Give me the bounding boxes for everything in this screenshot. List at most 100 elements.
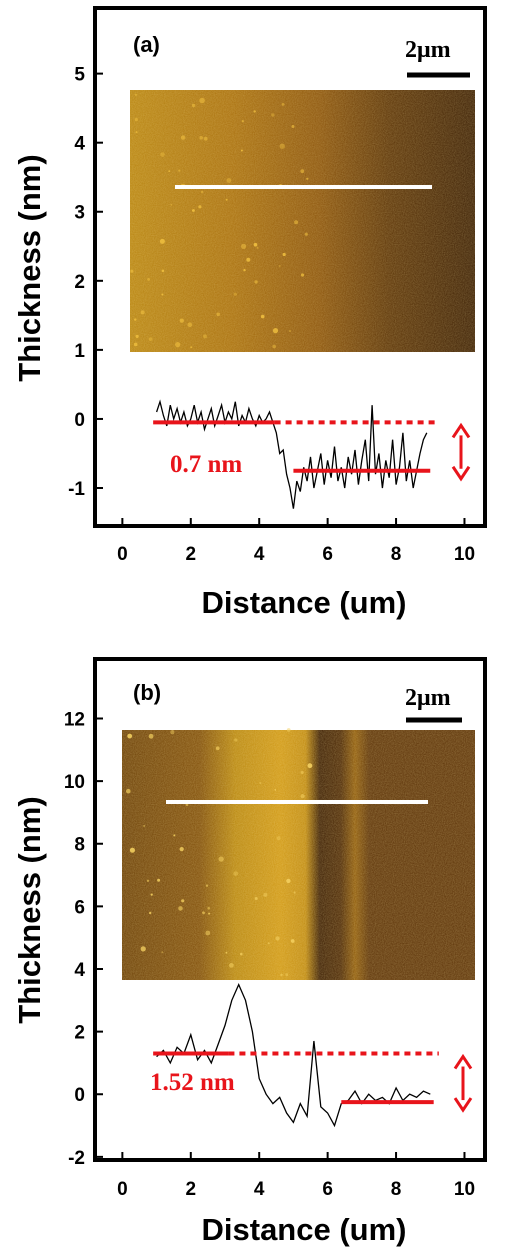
afm-image-a [130,90,475,352]
afm-grain [127,733,133,739]
afm-grain [161,269,165,273]
y-tick-label: 5 [74,65,85,86]
afm-grain [274,789,277,791]
panel-label-b: (b) [133,680,161,705]
afm-grain [300,169,305,174]
afm-grain [126,788,131,794]
afm-grain [229,963,234,968]
afm-grain [129,847,135,853]
afm-grain [256,246,259,249]
afm-grain [246,257,251,262]
afm-grain [281,102,285,106]
x-tick-label: 10 [454,1179,475,1200]
afm-grain [205,930,211,936]
y-tick-label: 0 [74,410,85,431]
afm-grain [293,891,296,894]
afm-grain [175,342,181,348]
panel-b: (b) 2μm -2 0 2 4 6 8 10 12 0 2 4 6 8 10 1.52 nm Dist… [12,657,487,1247]
afm-grain [207,906,210,910]
afm-grain [160,152,165,157]
afm-grain [294,220,299,225]
x-tick-label: 6 [322,544,333,565]
afm-grain [203,334,207,339]
afm-grain [271,113,275,117]
afm-grain [290,939,295,943]
afm-grain [161,951,164,954]
x-ticks-a: 0 2 4 6 8 10 [117,518,475,565]
afm-grain [275,936,280,941]
afm-grain [135,334,139,338]
x-axis-label-b: Distance (um) [202,1212,407,1247]
plot-frame-b [93,657,487,1162]
afm-grain [134,93,137,96]
afm-grain [148,733,154,739]
afm-grain [168,170,171,173]
afm-grain [191,103,196,108]
afm-grain [279,143,285,149]
afm-grain [143,824,146,828]
afm-grain [178,906,183,911]
arrow-head-down [451,465,471,482]
afm-grain [180,135,186,140]
afm-grain [291,125,295,128]
x-axis-label-a: Distance (um) [202,585,407,620]
afm-grain [187,322,193,328]
x-tick-label: 6 [322,1179,333,1200]
afm-grain [161,293,164,296]
x-tick-label: 0 [117,544,128,565]
afm-grain [134,318,137,321]
afm-grain [205,884,209,887]
afm-grain [200,190,204,194]
afm-grain [300,771,304,774]
afm-grain [181,899,185,903]
y-axis-label-b: Thickness (nm) [12,796,47,1023]
afm-grain [254,280,258,284]
afm-grain [133,342,138,347]
afm-grain [285,973,289,977]
afm-grain [241,243,247,249]
afm-grain [307,763,313,769]
afm-image-b [122,728,475,980]
afm-grain [282,252,286,257]
step-markers-b [153,1051,473,1113]
scale-bar-label-a: 2μm [405,37,451,63]
step-markers-a [153,420,471,482]
afm-grain [241,120,244,123]
afm-grain [135,131,138,134]
afm-grain [300,794,305,799]
y-ticks-a: -1 0 1 2 3 4 5 [68,65,103,500]
y-tick-label: 6 [74,897,85,918]
y-tick-label: 2 [74,272,85,293]
afm-grain [254,897,258,900]
afm-grain [272,328,279,334]
afm-grain [150,893,153,896]
plot-frame-a [93,6,487,528]
x-tick-label: 2 [186,544,197,565]
afm-grain [253,110,256,113]
afm-grain [140,946,146,952]
y-tick-label: 1 [74,341,85,362]
y-tick-label: -1 [68,479,85,500]
afm-grain [146,879,150,882]
x-tick-label: 0 [117,1179,128,1200]
x-tick-label: 4 [254,1179,265,1200]
panel-a: (a) 2μm -1 0 1 2 3 4 5 0 2 4 6 8 10 0.7 nm Distance… [12,6,487,620]
y-tick-label: 12 [64,709,85,730]
afm-grain [304,232,308,236]
afm-grain [306,177,309,180]
y-tick-label: 4 [74,134,85,155]
afm-grain [289,330,291,332]
afm-grain [225,951,228,954]
afm-grain [203,136,208,141]
height-profile-a [155,399,428,509]
y-ticks-b: -2 0 2 4 6 8 10 12 [64,709,103,1169]
x-tick-label: 10 [454,544,475,565]
y-tick-label: 3 [74,203,85,224]
afm-grain [240,149,243,152]
x-tick-label: 8 [391,544,402,565]
y-tick-label: 4 [74,960,85,981]
afm-grain [148,337,153,341]
afm-grain [272,344,277,349]
afm-grain [240,952,243,956]
